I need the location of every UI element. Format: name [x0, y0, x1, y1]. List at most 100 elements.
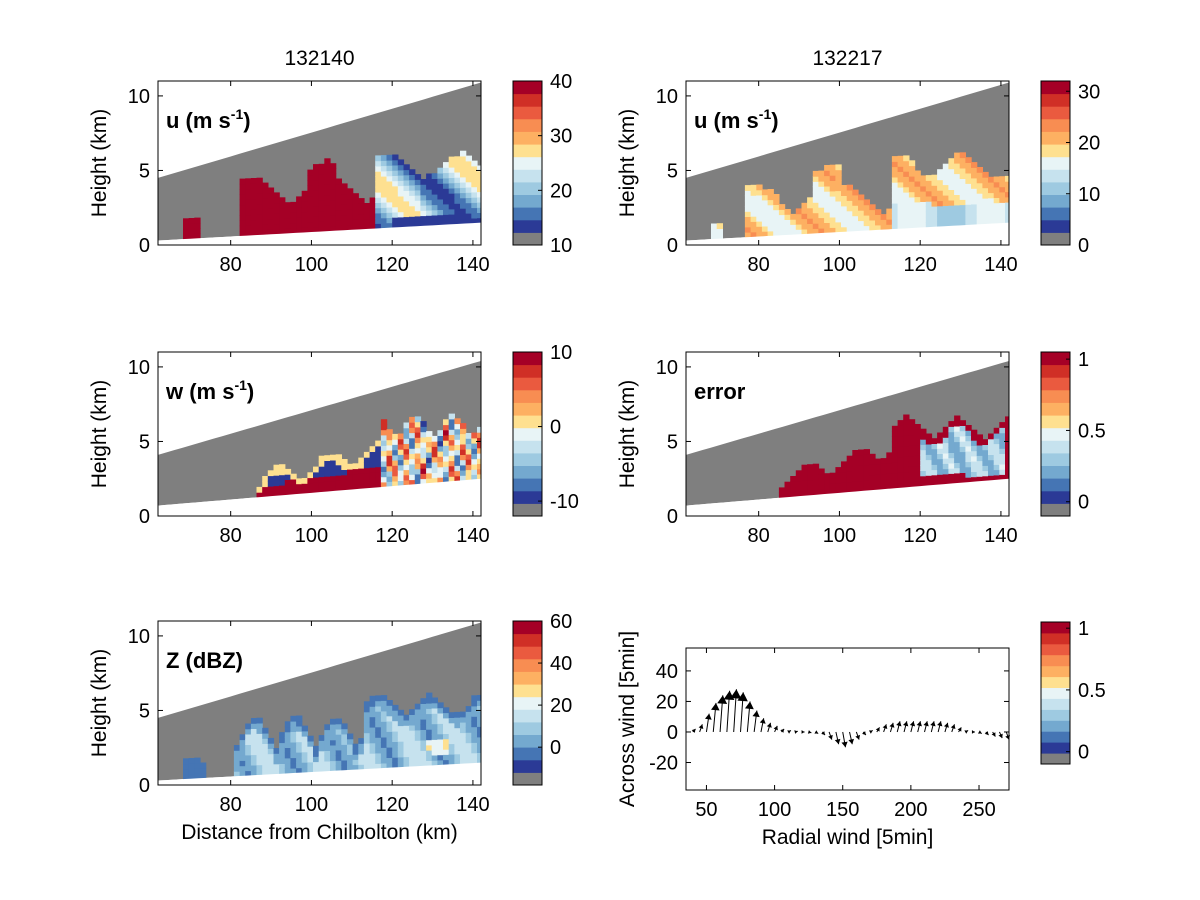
colorbar-swatch [1041, 93, 1070, 107]
colorbar-tick-label: 1 [1078, 349, 1089, 371]
colorbar-swatch [1041, 144, 1070, 158]
quiver-arrowhead [903, 721, 909, 727]
x-tick-label: 140 [984, 254, 1017, 276]
quiver-arrowhead [855, 734, 861, 740]
annotation-sup: -1 [759, 106, 772, 122]
x-tick-label: 120 [375, 525, 408, 547]
y-tick-label: 10 [128, 357, 150, 379]
annotation-main: Z (dBZ) [166, 648, 243, 673]
colorbar-swatch [513, 156, 542, 170]
quiver-arrowhead [923, 721, 929, 727]
y-axis-label: Height (km) [616, 109, 639, 218]
y-tick-label: 5 [667, 431, 678, 453]
colorbar-swatch [1041, 81, 1070, 95]
y-tick-label: 0 [139, 506, 150, 528]
colorbar-frame [512, 620, 543, 786]
quiver-arrowhead [730, 689, 742, 699]
colorbar-swatch [513, 93, 542, 107]
below-beam [686, 222, 1009, 245]
quiver-arrowhead [937, 721, 943, 727]
y-tick-label: 5 [139, 160, 150, 182]
quiver-arrowhead [848, 738, 855, 745]
colorbar-swatch [1041, 687, 1070, 699]
y-tick-label: 0 [667, 506, 678, 528]
colorbar-swatch [1041, 753, 1070, 765]
y-axis-label: Across wind [5min] [616, 631, 639, 807]
y-tick-label: 10 [128, 86, 150, 108]
quiver-arrowhead [950, 724, 956, 730]
quiver-arrowhead [759, 718, 766, 724]
x-tick-label: 50 [695, 799, 717, 821]
colorbar-swatch [1041, 622, 1070, 634]
colorbar-swatch [513, 452, 542, 466]
below-beam [686, 478, 1009, 516]
panel-annotation: w (m s-1) [165, 377, 254, 404]
quiver-arrowhead [794, 730, 798, 734]
colorbar-bottom-right: 10.50 [1040, 618, 1106, 765]
x-tick-label: 250 [962, 799, 995, 821]
colorbar-tick-label: 0 [1078, 235, 1089, 257]
annotation-main: error [694, 379, 746, 404]
quiver-arrowhead [766, 722, 772, 728]
colorbar-swatch [1041, 219, 1070, 233]
colorbar-frame [1040, 621, 1071, 765]
quiver-arrowhead [862, 731, 866, 736]
panel-annotation: Z (dBZ) [166, 648, 243, 673]
colorbar-swatch [1041, 503, 1070, 517]
colorbar-swatch [513, 377, 542, 391]
annotation-main: u (m s [166, 108, 231, 133]
colorbar-swatch [1041, 232, 1070, 246]
quiver-arrowhead [998, 733, 1003, 739]
annotation-sup: -1 [234, 377, 247, 393]
colorbar-swatch [513, 440, 542, 454]
colorbar-swatch [513, 106, 542, 120]
quiver-arrowhead [896, 721, 902, 727]
colorbar-tick-label: 0 [1078, 492, 1089, 514]
colorbar-swatch [513, 734, 542, 748]
colorbar-middle-right: 10.50 [1040, 349, 1106, 517]
axes-frame [685, 647, 1010, 791]
x-tick-label: 100 [823, 525, 856, 547]
colorbar-swatch [513, 232, 542, 246]
colorbar-swatch [1041, 207, 1070, 221]
y-tick-label: 10 [656, 86, 678, 108]
colorbar-swatch [513, 352, 542, 366]
colorbar-tick-label: 20 [550, 180, 572, 202]
panel-annotation: error [694, 379, 746, 404]
x-tick-label: 80 [220, 525, 242, 547]
quiver-arrowhead [909, 721, 916, 727]
quiver-arrowhead [780, 728, 785, 733]
colorbar-swatch [1041, 731, 1070, 743]
panel-top-left: 80 100 120 140 0 5 10 Height (km) 132140 u (m s-1… [88, 47, 490, 276]
panel-bottom-left: 80 100 120 140 0 5 10 Height (km) Distance from … [88, 620, 490, 844]
axes-frame [157, 620, 482, 786]
panel-annotation: u (m s-1) [166, 106, 251, 133]
colorbar-swatch [513, 684, 542, 698]
y-axis-label: Height (km) [88, 109, 111, 218]
colorbar-swatch [1041, 632, 1070, 645]
quiver-arrowhead [828, 734, 833, 740]
y-tick-label: 5 [139, 431, 150, 453]
colorbar-tick-label: 0 [1078, 742, 1089, 764]
annotation-main: w (m s [165, 379, 234, 404]
echo-cells [778, 414, 1009, 499]
y-tick-label: 20 [656, 691, 678, 713]
x-tick-label: 150 [826, 799, 859, 821]
quiver-arrowhead [834, 738, 841, 745]
below-beam [158, 222, 481, 245]
colorbar-tick-label: 0 [550, 417, 561, 439]
colorbar-tick-label: 30 [550, 126, 572, 148]
colorbar-swatch [1041, 427, 1070, 441]
colorbar-swatch [1041, 478, 1070, 492]
quiver-arrowhead [801, 730, 805, 734]
colorbar-tick-label: 10 [550, 235, 572, 257]
x-tick-label: 80 [220, 794, 242, 816]
colorbar-swatch [513, 389, 542, 403]
x-axis-label: Radial wind [5min] [762, 826, 934, 849]
colorbar-swatch [513, 747, 542, 761]
x-tick-label: 100 [758, 799, 791, 821]
colorbar-swatch [1041, 118, 1070, 132]
colorbar-swatch [513, 696, 542, 710]
